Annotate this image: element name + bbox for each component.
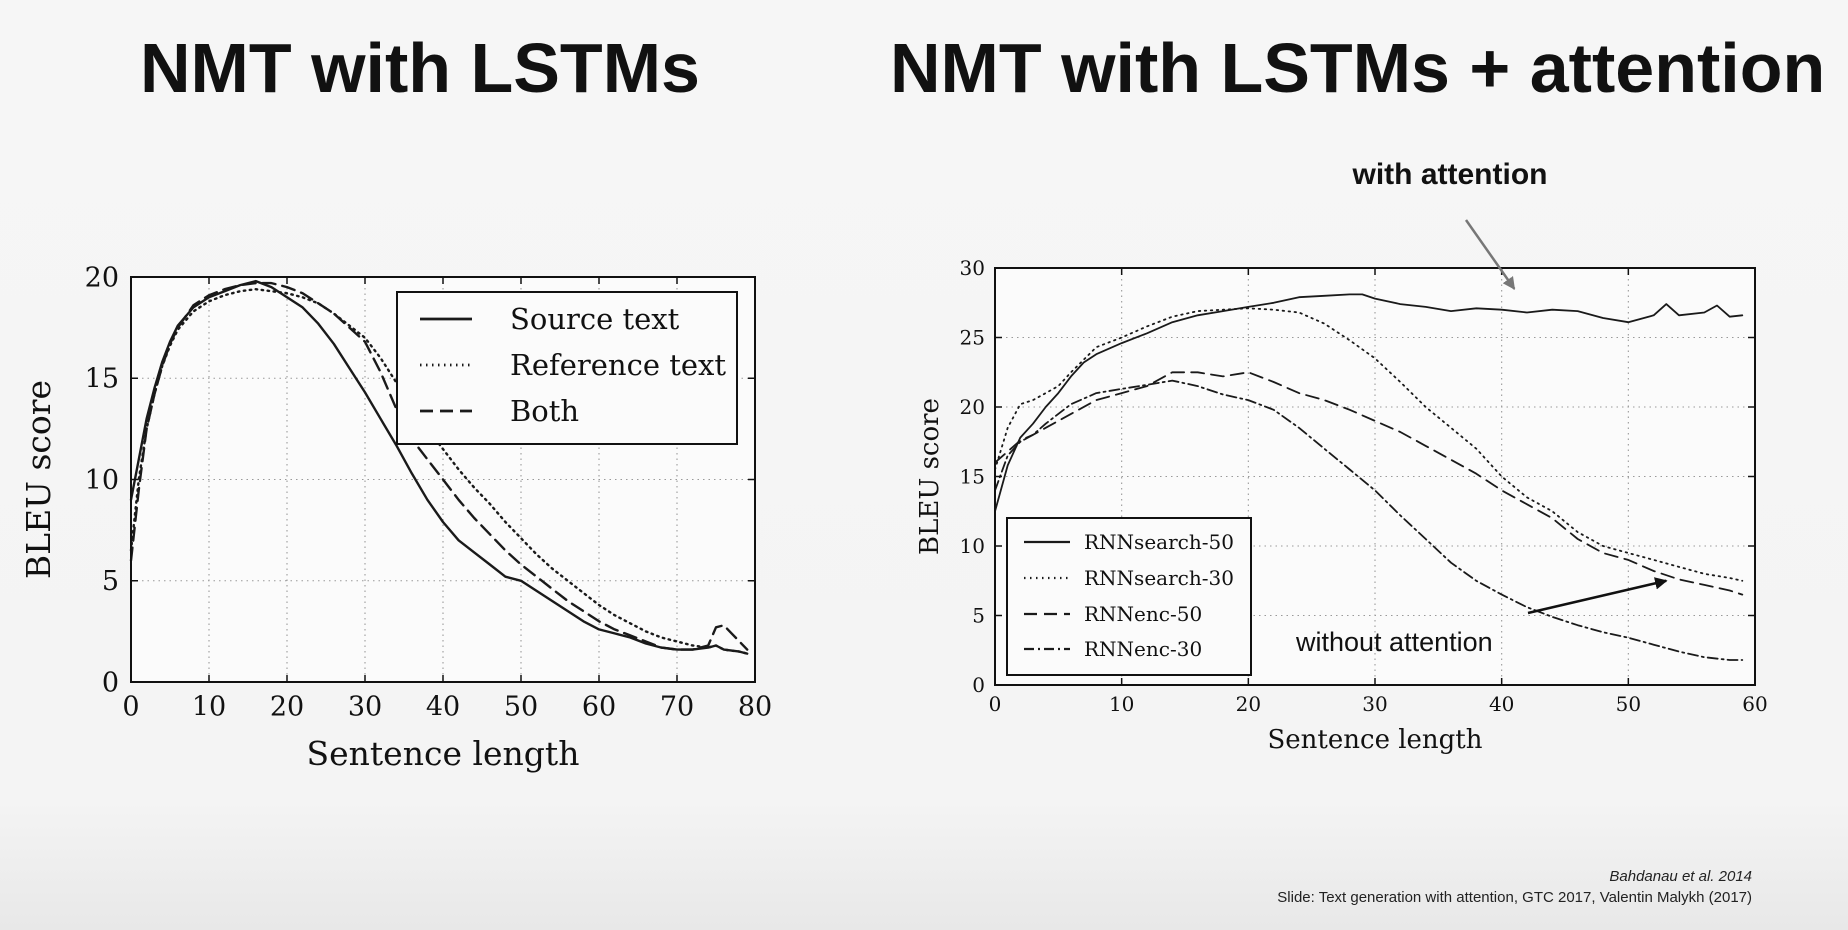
chart-right-series-rnnsearch-50 [994,293,1744,513]
chart-left-legend-label: Reference text [510,348,726,382]
chart-left-ylabel: BLEU score [19,380,58,579]
annotation-with-attention: with attention [1352,158,1548,191]
chart-right-legend-label: RNNsearch-30 [1084,566,1234,590]
chart-right-legend-label: RNNenc-30 [1084,637,1202,661]
chart-right-xtick-label: 0 [989,692,1002,716]
chart-left-ytick-label: 0 [102,667,119,698]
chart-right-ylabel: BLEU score [915,398,945,555]
chart-right-ytick-label: 30 [960,256,985,280]
chart-right-legend-label: RNNenc-50 [1084,602,1202,626]
chart-right-xtick-label: 50 [1616,692,1641,716]
chart-right-ytick-label: 25 [960,326,985,350]
chart-left-xtick-label: 20 [270,692,304,723]
chart-right-xtick-label: 10 [1109,692,1134,716]
chart-left-xtick-label: 50 [504,692,538,723]
chart-right-xtick-label: 40 [1489,692,1514,716]
chart-left-legend-label: Source text [510,302,680,336]
chart-left-xtick-label: 0 [122,692,139,723]
slide-title-left: NMT with LSTMs [140,29,700,107]
chart-right: 0 10 20 30 40 50 60 0 5 10 15 20 25 30 Sentence length… [915,158,1768,755]
citation-author: Bahdanau et al. 2014 [1609,868,1752,885]
chart-left-ytick-label: 10 [85,465,119,496]
chart-left-xtick-label: 10 [192,692,226,723]
chart-right-legend-label: RNNsearch-50 [1084,530,1234,554]
chart-left-legend [396,291,738,445]
chart-left-series-source-text [129,279,749,655]
chart-left-xtick-label: 40 [426,692,460,723]
slide-title-right: NMT with LSTMs + attention [890,29,1826,107]
chart-left-ytick-label: 15 [85,364,119,395]
chart-right-ytick-label: 5 [972,604,985,628]
annotation-arrow-with-attention [1464,219,1516,290]
chart-right-series-rnnenc-30 [994,379,1744,661]
chart-left-ytick-label: 5 [102,566,119,597]
chart-right-ytick-label: 15 [960,465,985,489]
chart-left-xtick-label: 70 [660,692,694,723]
annotation-arrow-without-attention [1527,577,1668,615]
chart-right-xlabel: Sentence length [1267,725,1482,755]
chart-right-series-rnnenc-50 [994,371,1744,596]
chart-left-xtick-label: 60 [582,692,616,723]
chart-right-ytick-label: 20 [960,395,985,419]
chart-left-xtick-label: 80 [738,692,772,723]
chart-right-ytick-label: 0 [972,673,985,697]
chart-left-series-both [129,281,749,651]
chart-right-xtick-label: 60 [1742,692,1767,716]
citation-slide: Slide: Text generation with attention, G… [1277,889,1752,906]
chart-left-ytick-label: 20 [85,262,119,293]
chart-left-xtick-label: 30 [348,692,382,723]
chart-left-legend-label: Both [510,394,579,428]
chart-right-xtick-label: 30 [1362,692,1387,716]
chart-left-xlabel: Sentence length [307,734,580,773]
annotation-without-attention: without attention [1295,627,1493,657]
chart-right-series-rnnsearch-30 [994,307,1744,582]
chart-right-ytick-label: 10 [960,534,985,558]
chart-right-xtick-label: 20 [1236,692,1261,716]
